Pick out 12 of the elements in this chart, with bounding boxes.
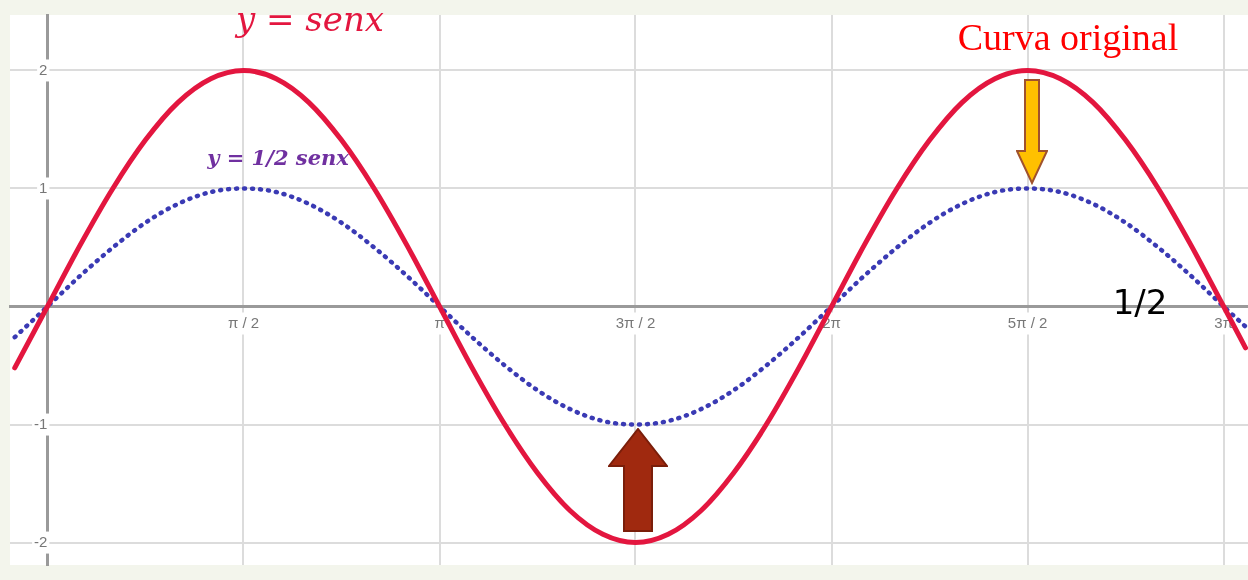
x-tick-label: π / 2 <box>227 313 260 331</box>
x-tick-label: 5π / 2 <box>1007 313 1048 331</box>
annotation: y = senx <box>234 0 384 39</box>
y-tick-label: 1 <box>39 178 48 196</box>
y-tick-label: 2 <box>39 60 48 78</box>
y-tick-label: -1 <box>34 414 48 432</box>
annotation: y = 1/2 senx <box>206 145 350 171</box>
annotation: Curva original <box>957 15 1179 58</box>
x-tick-label: 3π / 2 <box>615 313 656 331</box>
annotation: 1/2 <box>1112 281 1168 322</box>
y-tick-label: -2 <box>34 532 48 550</box>
x-tick-label: π <box>434 313 445 331</box>
